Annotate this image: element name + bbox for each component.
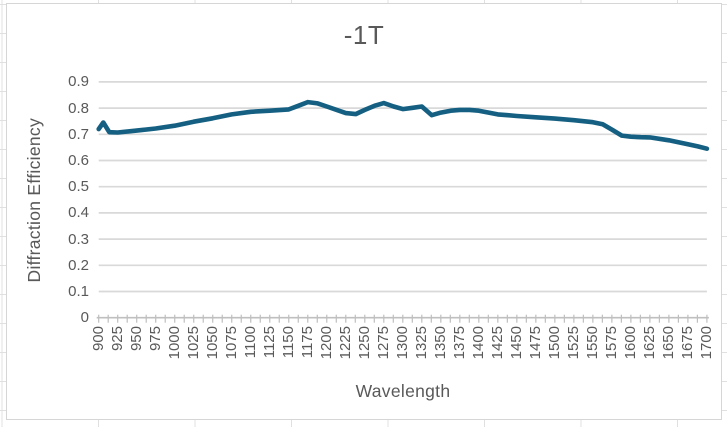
x-tick-label: 1700 — [697, 326, 715, 360]
y-tick-label: 0.5 — [68, 178, 89, 196]
x-tick-label: 900 — [89, 326, 107, 352]
series-line — [96, 99, 710, 151]
x-tick-label: 1475 — [526, 326, 544, 360]
x-tick-label: 1425 — [488, 326, 506, 360]
x-tick-label: 925 — [108, 326, 126, 352]
x-tick-label: 1650 — [659, 326, 677, 360]
x-tick-label: 1400 — [469, 326, 487, 360]
plot-area — [96, 81, 710, 323]
x-tick-label: 1225 — [336, 326, 354, 360]
x-tick-label: 1525 — [564, 326, 582, 360]
x-tick-label: 975 — [146, 326, 164, 352]
x-tick-label: 1100 — [241, 326, 259, 359]
x-tick-label: 1500 — [545, 326, 563, 360]
x-tick-label: 1325 — [412, 326, 430, 360]
y-tick-label: 0.7 — [68, 125, 89, 143]
x-tick-label: 1125 — [260, 326, 278, 359]
x-tick-label: 1250 — [355, 326, 373, 360]
y-tick-label: 0.3 — [68, 230, 89, 248]
y-tick-label: 0.8 — [68, 99, 89, 117]
x-tick-label: 1175 — [298, 326, 316, 359]
x-tick-label: 1025 — [184, 326, 202, 360]
y-tick-label: 0.1 — [68, 283, 89, 300]
x-tick-label: 1350 — [431, 326, 449, 360]
x-tick-label: 1375 — [450, 326, 468, 360]
x-tick-label: 1050 — [203, 326, 221, 360]
x-tick-label: 1200 — [317, 326, 335, 360]
x-tick-label: 1275 — [374, 326, 392, 360]
y-tick-label: 0.2 — [68, 256, 89, 274]
y-tick-label: 0 — [80, 309, 89, 327]
x-tick-label: 1675 — [678, 326, 696, 360]
x-tick-label: 1625 — [640, 326, 658, 360]
chart-title: -1T — [343, 20, 385, 50]
y-tick-label: 0.6 — [68, 152, 89, 169]
x-tick-label: 1300 — [393, 326, 411, 360]
x-tick-label: 1000 — [165, 326, 183, 360]
y-tick-label: 0.9 — [68, 73, 89, 91]
x-axis-title: Wavelength — [355, 381, 451, 401]
x-tick-label: 1450 — [507, 326, 525, 360]
y-tick-label: 0.4 — [68, 204, 89, 222]
x-tick-label: 1600 — [621, 326, 639, 360]
x-tick-label: 950 — [127, 326, 145, 352]
x-tick-label: 1150 — [279, 326, 297, 359]
x-tick-label: 1575 — [602, 326, 620, 360]
x-tick-label: 1075 — [222, 326, 240, 360]
x-tick-label: 1550 — [583, 326, 601, 360]
